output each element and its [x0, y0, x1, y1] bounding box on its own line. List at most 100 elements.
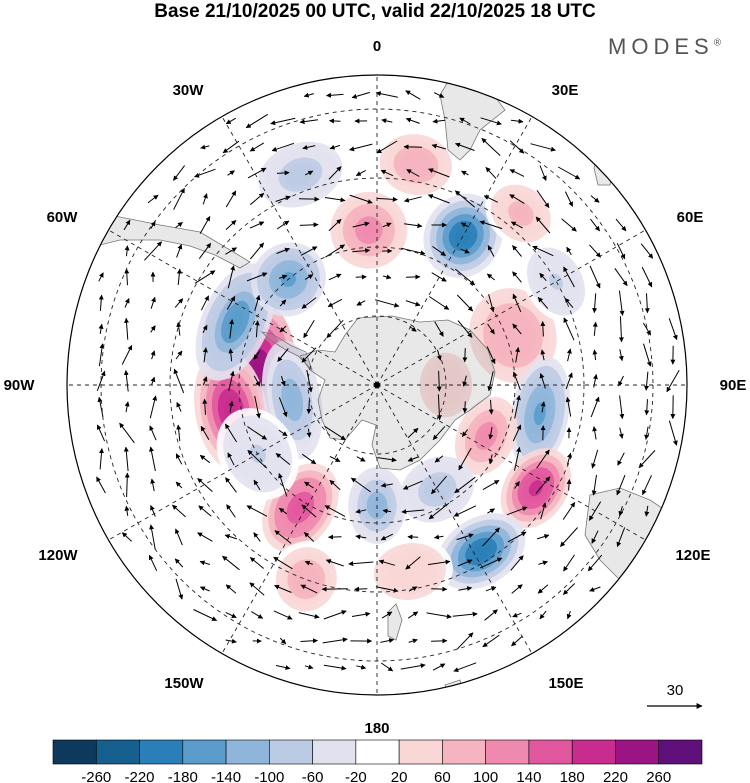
meridian-line [108, 229, 378, 386]
wind-vector [619, 395, 625, 420]
wind-vector [306, 428, 312, 438]
wind-vector [270, 117, 296, 126]
wind-vector [144, 241, 162, 261]
wind-vector [644, 371, 650, 391]
wind-vector [96, 370, 106, 391]
wind-vector [176, 268, 182, 285]
wind-vector [456, 294, 474, 312]
wind-vector [250, 242, 264, 260]
wind-vector [432, 245, 447, 257]
wind-vector [306, 400, 312, 414]
anomaly-contour [407, 157, 425, 172]
wind-vector [150, 376, 156, 385]
wind-vector [462, 375, 468, 387]
wind-vector [175, 453, 183, 465]
wind-vector [322, 637, 348, 644]
wind-vector [228, 348, 234, 362]
brand-mark: ® [713, 37, 722, 49]
wind-vector [436, 370, 442, 392]
wind-vector [482, 479, 500, 491]
wind-vector [457, 320, 473, 338]
wind-vector [276, 170, 290, 176]
anomaly-contour [299, 571, 314, 587]
wind-vector [247, 167, 267, 179]
wind-vector [301, 347, 317, 363]
wind-vector [479, 557, 503, 569]
wind-vector [616, 474, 626, 496]
wind-vector [98, 294, 104, 311]
lon-label-150e: 150E [548, 675, 583, 692]
wind-vector [251, 611, 264, 619]
wind-vector [592, 293, 598, 314]
graticule [67, 75, 687, 695]
lon-label-30w: 30W [173, 82, 205, 99]
wind-vector [512, 612, 522, 618]
wind-vector [562, 501, 576, 520]
wind-vector [277, 348, 289, 362]
wind-vector [176, 244, 183, 258]
wind-vector [428, 296, 450, 310]
wind-vector [222, 140, 240, 154]
wind-vector [488, 399, 494, 415]
colorbar-tick-label: -20 [345, 769, 367, 783]
south-pole-marker [374, 382, 380, 388]
wind-vector [560, 527, 578, 547]
wind-vector [247, 449, 267, 469]
wind-vector [564, 297, 574, 309]
wind-vector [303, 319, 315, 339]
wind-vector [592, 321, 598, 336]
wind-vector [401, 509, 425, 515]
wind-vector [278, 473, 288, 497]
wind-vector [172, 504, 186, 518]
wind-vector [226, 295, 236, 310]
wind-vector [150, 350, 156, 360]
lon-label-0: 0 [373, 38, 381, 55]
wind-vector [539, 272, 547, 282]
wind-vector [300, 638, 318, 644]
colorbar-tick-label: 180 [560, 769, 585, 783]
wind-vector [377, 457, 397, 463]
wind-vector [253, 350, 261, 360]
wind-vector [406, 169, 420, 177]
wind-vector [245, 113, 269, 129]
wind-vector [194, 168, 216, 178]
wind-vector [324, 197, 346, 203]
wind-vector [176, 424, 182, 442]
wind-vector [328, 166, 342, 180]
anomaly-positive [270, 541, 343, 618]
wind-vector [254, 320, 260, 338]
wind-vector [278, 274, 288, 280]
wind-vector [432, 426, 446, 440]
meridian-line [376, 116, 533, 386]
wind-vector [512, 323, 522, 335]
wind-vector [453, 505, 477, 517]
wind-vector [124, 245, 130, 257]
wind-vector [488, 454, 494, 464]
wind-vector [304, 560, 313, 566]
wind-vector [458, 586, 473, 592]
colorbar-swatch [571, 739, 616, 765]
wind-vector [587, 554, 603, 572]
wind-vector [150, 220, 156, 229]
wind-vector [229, 319, 235, 339]
anomaly-contour [504, 326, 522, 346]
wind-vector [200, 144, 210, 150]
wind-vector [434, 534, 444, 540]
wind-vector [565, 372, 573, 390]
anomaly-contour [480, 428, 493, 444]
wind-vector [591, 474, 597, 496]
anomaly-negative [258, 141, 343, 208]
wind-vector [276, 247, 290, 254]
wind-vector [124, 298, 130, 308]
wind-vector [642, 322, 652, 336]
colorbar-swatch [52, 739, 97, 765]
wind-vector [227, 452, 235, 466]
wind-vector [98, 343, 105, 367]
meridian-line [221, 116, 378, 386]
wind-vector [225, 611, 237, 619]
wind-vector [644, 293, 650, 314]
wind-vector [400, 663, 426, 670]
wind-vector [557, 166, 581, 180]
wind-vector [509, 140, 525, 154]
